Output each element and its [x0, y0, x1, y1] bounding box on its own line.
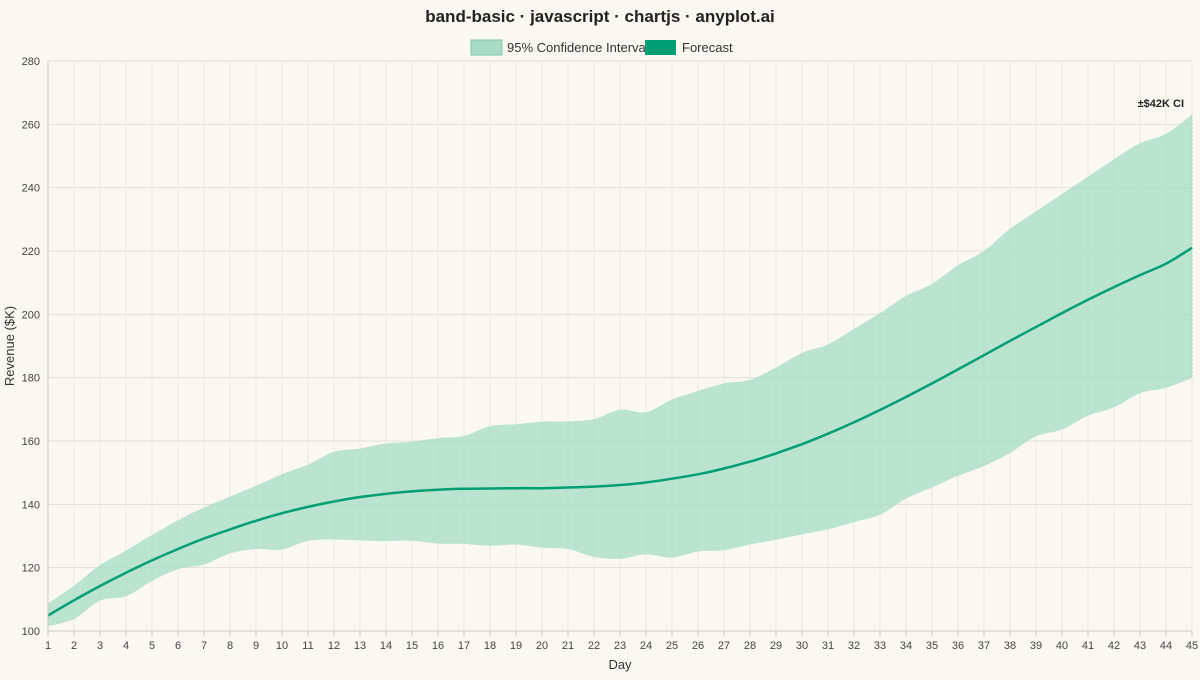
x-tick-label: 3	[97, 640, 103, 652]
x-tick-label: 1	[45, 640, 51, 652]
x-tick-label: 41	[1082, 640, 1094, 652]
band-width-annotation: ±$42K CI	[1138, 98, 1184, 110]
x-tick-label: 18	[484, 640, 496, 652]
y-tick-label: 260	[22, 119, 40, 131]
y-axis-label: Revenue ($K)	[2, 306, 17, 386]
y-tick-label: 180	[22, 373, 40, 385]
chart-title: band-basic · javascript · chartjs · anyp…	[425, 7, 775, 26]
x-tick-label: 12	[328, 640, 340, 652]
x-tick-label: 16	[432, 640, 444, 652]
x-tick-label: 29	[770, 640, 782, 652]
x-tick-label: 7	[201, 640, 207, 652]
x-tick-label: 24	[640, 640, 652, 652]
x-tick-label: 27	[718, 640, 730, 652]
x-tick-label: 19	[510, 640, 522, 652]
confidence-band	[48, 114, 1192, 627]
x-tick-label: 28	[744, 640, 756, 652]
x-tick-label: 4	[123, 640, 129, 652]
x-tick-label: 31	[822, 640, 834, 652]
x-tick-label: 35	[926, 640, 938, 652]
x-tick-label: 30	[796, 640, 808, 652]
x-tick-label: 33	[874, 640, 886, 652]
x-tick-label: 10	[276, 640, 288, 652]
x-tick-label: 8	[227, 640, 233, 652]
x-tick-label: 11	[302, 640, 313, 652]
x-tick-label: 44	[1160, 640, 1172, 652]
x-tick-label: 39	[1030, 640, 1042, 652]
x-tick-label: 26	[692, 640, 704, 652]
x-tick-label: 38	[1004, 640, 1016, 652]
x-axis-ticks: 1 2 3 4 5 6 7 8 9 10 11 12 13 14 15 16 17 18 19 20 21 22 23 24 2…	[45, 631, 1198, 652]
legend-band-label[interactable]: 95% Confidence Interval	[507, 40, 649, 55]
x-tick-label: 2	[71, 640, 77, 652]
x-tick-label: 43	[1134, 640, 1146, 652]
x-tick-label: 15	[406, 640, 418, 652]
x-tick-label: 37	[978, 640, 990, 652]
x-tick-label: 14	[380, 640, 392, 652]
y-tick-label: 280	[22, 56, 40, 68]
legend-band-swatch[interactable]	[470, 39, 503, 56]
x-tick-label: 21	[562, 640, 574, 652]
y-tick-label: 220	[22, 246, 40, 258]
y-axis-ticks: 100 120 140 160 180 200 220 240 260 280	[22, 56, 40, 638]
y-tick-label: 240	[22, 183, 40, 195]
y-tick-label: 140	[22, 499, 40, 511]
x-tick-label: 5	[149, 640, 155, 652]
x-tick-label: 36	[952, 640, 964, 652]
x-tick-label: 20	[536, 640, 548, 652]
x-tick-label: 34	[900, 640, 912, 652]
x-tick-label: 9	[253, 640, 259, 652]
x-tick-label: 42	[1108, 640, 1120, 652]
legend: 95% Confidence Interval Forecast	[470, 39, 733, 56]
x-tick-label: 22	[588, 640, 600, 652]
y-tick-label: 100	[22, 626, 40, 638]
x-tick-label: 25	[666, 640, 678, 652]
legend-forecast-label[interactable]: Forecast	[682, 40, 733, 55]
x-tick-label: 23	[614, 640, 626, 652]
x-tick-label: 40	[1056, 640, 1068, 652]
y-tick-label: 120	[22, 563, 40, 575]
x-tick-label: 17	[458, 640, 470, 652]
x-tick-label: 45	[1186, 640, 1198, 652]
forecast-line	[47, 246, 1193, 617]
x-tick-label: 6	[175, 640, 181, 652]
x-axis-label: Day	[608, 657, 632, 672]
legend-forecast-swatch[interactable]	[645, 40, 676, 55]
x-tick-label: 32	[848, 640, 860, 652]
x-tick-label: 13	[354, 640, 366, 652]
y-tick-label: 160	[22, 436, 40, 448]
y-tick-label: 200	[22, 309, 40, 321]
